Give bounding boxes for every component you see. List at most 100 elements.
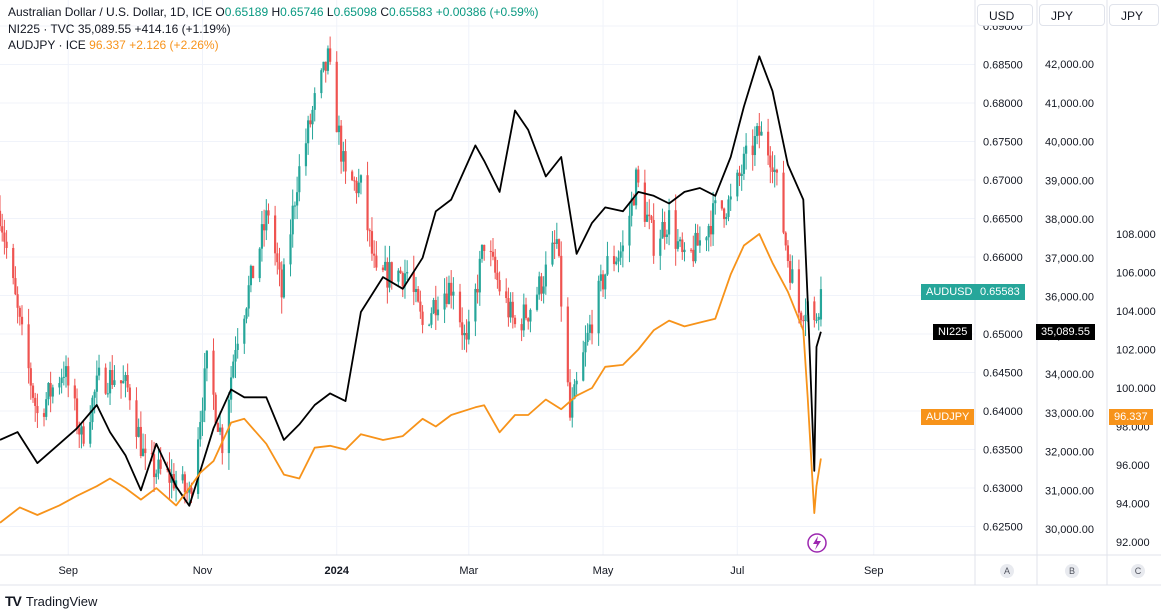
candle-body [359,175,363,183]
candle-body [663,221,666,237]
candle-body [791,269,794,283]
candle-body [707,225,710,238]
candle-body [612,256,616,265]
candle-body [113,380,116,385]
candle-body [309,120,312,125]
candle-body [789,261,792,283]
candle-body [60,377,63,384]
audusd-price-badge: 0.65583 [975,284,1025,300]
jpy-tick-label: 104.000 [1116,306,1156,318]
candle-body [652,219,655,256]
candle-body [373,253,376,256]
candle-body [648,214,651,217]
legend-main-name: Australian Dollar / U.S. Dollar, 1D, ICE [8,5,213,19]
candle-body [135,400,138,437]
candle-body [245,308,248,319]
candle-body [311,109,314,125]
candle-body [406,272,409,274]
nikkei-tick-label: 30,000.00 [1045,524,1094,536]
candle-body [729,196,732,200]
candle-body [412,272,415,293]
scale-button-a[interactable]: A [1000,564,1014,578]
candle-body [159,459,162,469]
candle-body [621,245,624,252]
scale-button-b[interactable]: B [1065,564,1079,578]
candle-body [507,298,510,318]
legend-ni225-change: +414.16 (+1.19%) [134,21,231,36]
nikkei-tick-label: 36,000.00 [1045,292,1094,304]
legend-row-audjpy: AUDJPY · ICE 96.337 +2.126 (+2.26%) [8,37,538,54]
candle-body [144,448,147,454]
candle-body [542,286,545,294]
candle-body [320,70,323,94]
jpy-axis-label-2: JPY [1121,9,1144,23]
scale-button-c[interactable]: C [1131,564,1145,578]
candle-body [280,269,283,298]
candle-body [538,276,541,295]
usd-tick-label: 0.68500 [983,60,1023,72]
candle-body [817,316,820,320]
candle-body [150,453,153,455]
time-tick-label: Jul [730,565,744,577]
legend-audjpy-change: +2.126 (+2.26%) [129,38,219,52]
jpy-axis-header-1[interactable]: JPY [1039,4,1105,26]
candle-body [775,169,779,173]
candle-body [218,427,222,432]
lightning-bolt-icon [813,536,821,550]
candle-body [47,383,50,400]
candle-body [771,167,774,172]
candle-body [753,136,757,156]
legend-open: 0.65189 [224,5,269,19]
candle-body [417,288,420,302]
time-tick-label: Sep [864,565,884,577]
candle-body [634,169,638,206]
candle-body [645,214,649,222]
candle-body [756,126,759,137]
candle-body [758,126,761,136]
candle-body [463,333,466,336]
candle-body [736,172,739,197]
candle-body [628,215,631,246]
candle-body [128,387,131,401]
legend-close: 0.65583 [389,5,433,19]
ni225-name-text: NI225 [938,326,968,338]
usd-tick-label: 0.66000 [983,252,1023,264]
candle-body [276,253,279,263]
candle-body [126,375,129,388]
ni225-line [0,55,822,507]
candle-body [599,274,602,281]
candle-body [465,333,468,340]
candle-body [212,350,215,395]
usd-tick-label: 0.67500 [983,137,1023,149]
tradingview-branding[interactable]: TV TradingView [5,593,97,609]
candle-body [632,198,635,206]
candle-body [214,394,217,424]
candle-body [813,301,816,321]
candle-body [630,198,633,216]
candle-body [458,291,462,323]
candle-body [29,368,32,386]
usd-axis-header[interactable]: USD [977,4,1033,26]
candle-body [544,264,547,287]
candle-body [229,377,233,400]
candle-body [232,361,235,378]
candle-body [727,199,730,218]
candle-body [705,237,708,241]
candle-body [643,182,646,222]
candle-body [694,232,697,262]
candle-body [720,200,723,209]
candle-body [18,307,21,317]
audjpy-line [0,233,822,524]
candle-body [601,274,605,290]
candle-body [709,225,712,235]
candle-body [575,380,578,385]
candle-body [296,192,299,206]
ni225-price-text: 35,089.55 [1041,326,1090,338]
candle-body [342,151,345,162]
jpy-axis-header-2[interactable]: JPY [1109,4,1159,26]
usd-tick-label: 0.65000 [983,329,1023,341]
scale-button-b-label: B [1068,566,1075,576]
nikkei-tick-label: 33,000.00 [1045,408,1094,420]
candle-body [152,454,156,478]
